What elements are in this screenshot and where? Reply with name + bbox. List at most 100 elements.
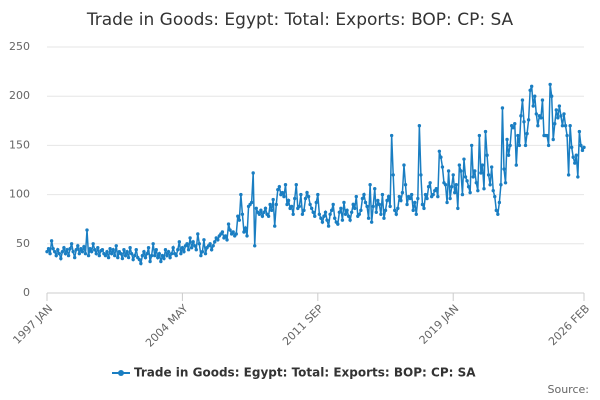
data-point [497,200,502,205]
data-point [386,194,391,199]
data-point [303,196,308,201]
data-point [126,255,131,260]
data-point [160,253,165,258]
data-point [434,186,438,191]
data-point [97,253,102,258]
legend-label: Trade in Goods: Egypt: Total: Exports: B… [134,366,476,380]
data-point [289,204,294,209]
data-point [88,247,92,251]
data-point [199,253,203,258]
x-tick-label: 1997 JAN [10,302,55,347]
data-point [162,256,166,261]
data-point [200,249,205,254]
data-point [131,257,135,262]
data-point [71,249,75,254]
data-point [377,202,382,207]
y-tick-label: 200 [9,89,30,102]
data-point [153,253,157,258]
y-tick-label: 250 [9,40,30,53]
data-point [242,230,246,234]
data-point [476,188,480,193]
data-point [196,232,200,236]
data-point [389,133,394,138]
data-point [277,185,282,189]
data-point [425,196,429,201]
data-point [460,192,465,197]
data-point [89,249,94,254]
data-point [397,194,402,199]
data-point [163,248,168,252]
data-point [140,253,145,258]
data-point [59,256,63,261]
data-point [568,124,572,128]
data-point [159,259,163,264]
data-point [456,206,460,211]
data-point [517,143,522,148]
data-point [274,202,278,207]
data-point [143,255,148,260]
data-point [108,247,112,251]
data-point [83,251,88,256]
data-point [385,198,389,203]
data-point [168,255,172,260]
data-point [193,244,197,248]
data-point [565,133,569,138]
data-point [374,210,378,215]
chart-title: Trade in Goods: Egypt: Total: Exports: B… [86,10,514,30]
data-point [63,251,68,256]
data-point [417,124,422,128]
data-point [74,248,78,252]
data-point [511,125,515,130]
data-point [563,124,568,128]
data-point [468,190,472,195]
data-point [49,239,54,243]
data-point [157,251,162,256]
y-tick-label: 50 [16,237,30,250]
data-point [46,247,51,251]
data-point [317,212,322,216]
data-point [443,183,448,187]
data-point [305,190,309,195]
data-point [351,202,355,207]
data-point [79,247,83,251]
data-point [400,190,405,195]
data-point [403,183,408,187]
data-point [202,238,206,242]
data-point [260,214,265,218]
data-point [462,157,466,161]
data-point [463,175,468,179]
data-point [331,202,335,207]
data-point [566,173,571,177]
data-point [394,212,398,216]
data-point [571,155,575,159]
data-point [409,192,414,197]
data-point [345,208,349,213]
data-point [294,183,298,187]
data-point [85,228,89,232]
data-point [448,196,452,201]
data-point [182,249,186,254]
data-point [480,163,485,167]
data-point [231,230,235,234]
data-point [211,244,215,248]
data-point [554,108,559,112]
data-point [483,129,488,134]
data-point [337,210,342,215]
data-point [120,256,125,261]
data-point [276,187,280,192]
data-point [479,171,483,175]
data-point [286,198,291,203]
data-point [436,194,440,199]
data-point [459,169,463,173]
data-point [388,204,392,209]
data-point [52,249,57,254]
data-point [371,204,375,209]
data-point [249,200,254,205]
data-point [213,240,217,244]
data-point [239,192,243,197]
data-point [149,253,154,258]
data-point [428,181,432,185]
data-point [92,248,97,252]
data-point [556,116,560,120]
